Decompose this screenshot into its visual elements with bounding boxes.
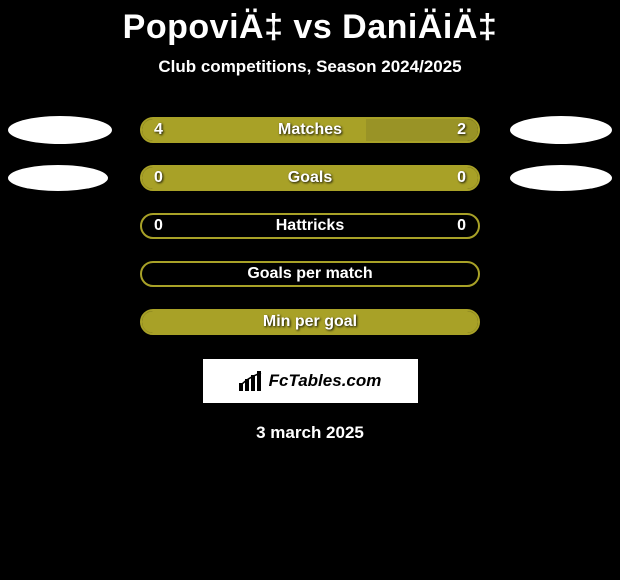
stat-bar: 42Matches (140, 117, 480, 143)
subtitle: Club competitions, Season 2024/2025 (0, 57, 620, 77)
player-right-marker (510, 116, 612, 144)
stat-bar-left-fill (142, 167, 310, 189)
stat-bar-right-fill (310, 167, 478, 189)
stat-row: 42Matches (0, 117, 620, 143)
page-title: PopoviÄ‡ vs DaniÄiÄ‡ (0, 8, 620, 47)
player-left-marker (8, 165, 108, 191)
stat-row: 00Goals (0, 165, 620, 191)
stat-bar: Min per goal (140, 309, 480, 335)
stat-bar-left-fill (142, 215, 310, 237)
source-badge-text: FcTables.com (269, 371, 382, 391)
stat-bar-left-fill (142, 119, 366, 141)
stat-bar-right-fill (310, 215, 478, 237)
player-left-marker (8, 116, 112, 144)
fctables-logo-icon (239, 371, 265, 391)
comparison-card: PopoviÄ‡ vs DaniÄiÄ‡ Club competitions, … (0, 0, 620, 443)
stat-bar-left-fill (142, 263, 310, 285)
stat-bar-right-fill (366, 119, 478, 141)
stat-bar: 00Goals (140, 165, 480, 191)
stat-row: Min per goal (0, 309, 620, 335)
comparison-rows: 42Matches 00Goals 00Hattricks Goals per mat… (0, 117, 620, 335)
stat-bar-left-fill (142, 311, 478, 333)
player-right-marker (510, 165, 612, 191)
source-badge[interactable]: FcTables.com (203, 359, 418, 403)
stat-row: 00Hattricks (0, 213, 620, 239)
date-label: 3 march 2025 (0, 423, 620, 443)
stat-bar: Goals per match (140, 261, 480, 287)
stat-bar-right-fill (310, 263, 478, 285)
stat-row: Goals per match (0, 261, 620, 287)
stat-bar: 00Hattricks (140, 213, 480, 239)
